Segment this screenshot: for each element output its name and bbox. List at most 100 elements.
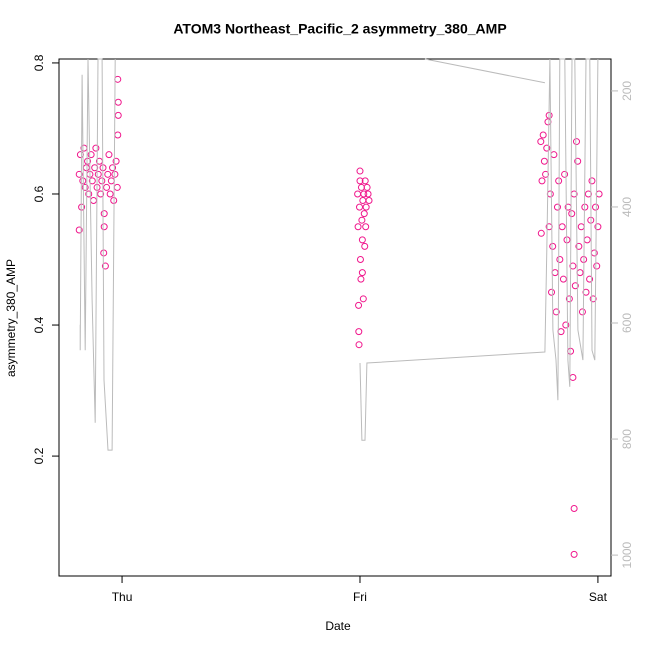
point [357, 183, 365, 191]
x-tick-label: Thu [112, 590, 133, 604]
point [549, 242, 557, 250]
point [356, 167, 364, 175]
point [103, 183, 111, 191]
point [97, 190, 105, 198]
point [356, 203, 364, 211]
point [543, 144, 551, 152]
y2-tick-label: 600 [620, 313, 634, 333]
point [114, 98, 122, 106]
point [538, 177, 546, 185]
point [361, 242, 369, 250]
point [539, 131, 547, 139]
point [362, 223, 370, 231]
point [359, 295, 367, 303]
point [558, 223, 566, 231]
point [106, 190, 114, 198]
x-tick-label: Sat [589, 590, 608, 604]
point [363, 183, 371, 191]
point [111, 170, 119, 178]
point [570, 550, 578, 558]
point [358, 236, 366, 244]
point [100, 210, 108, 218]
point [568, 210, 576, 218]
y2-tick-label: 400 [620, 197, 634, 217]
point [75, 170, 83, 178]
point [576, 269, 584, 277]
point [362, 203, 370, 211]
point [540, 157, 548, 165]
point [537, 138, 545, 146]
y-tick-label: 0.4 [32, 316, 46, 333]
point [355, 301, 363, 309]
point [578, 308, 586, 316]
point [562, 321, 570, 329]
x-tick-label: Fri [353, 590, 367, 604]
point [107, 177, 115, 185]
point [101, 262, 109, 270]
point [573, 138, 580, 146]
point [359, 197, 367, 205]
point [594, 223, 602, 231]
point [91, 164, 99, 172]
y2-tick-label: 200 [620, 81, 634, 101]
point [355, 328, 363, 336]
point [556, 256, 564, 264]
point [588, 177, 596, 185]
point [112, 157, 120, 165]
point [114, 111, 122, 119]
y-tick-label: 0.8 [32, 54, 46, 71]
point [90, 197, 97, 205]
point [75, 226, 83, 234]
point [82, 164, 90, 172]
point [569, 373, 577, 381]
point [85, 190, 93, 198]
point [98, 177, 106, 185]
x-axis-label: Date [325, 619, 351, 633]
point [575, 242, 583, 250]
chart-title: ATOM3 Northeast_Pacific_2 asymmetry_380_… [173, 21, 506, 37]
point [593, 262, 601, 270]
y2-tick-label: 800 [620, 429, 634, 449]
point [81, 183, 89, 191]
point [365, 197, 373, 205]
point [355, 341, 363, 349]
point [550, 151, 558, 159]
point [354, 190, 362, 198]
point [361, 177, 369, 185]
plot-box [58, 58, 612, 577]
point [571, 282, 579, 290]
point [544, 118, 552, 126]
y-tick-label: 0.6 [32, 185, 46, 202]
point [92, 144, 100, 152]
point [537, 229, 545, 237]
point [360, 190, 368, 198]
point [559, 275, 567, 283]
point [570, 505, 578, 513]
point [584, 190, 592, 198]
point [94, 170, 102, 178]
point [552, 308, 560, 316]
depth-line [79, 58, 599, 451]
point [590, 249, 598, 257]
point [358, 269, 366, 277]
y-axis-label: asymmetry_380_AMP [4, 259, 18, 377]
point [87, 151, 95, 159]
point [357, 275, 365, 283]
point [583, 236, 591, 244]
point [109, 164, 117, 172]
point [589, 295, 597, 303]
point [569, 262, 577, 270]
point [557, 328, 565, 336]
point [88, 177, 96, 185]
point [113, 183, 121, 191]
point [356, 256, 364, 264]
point [586, 275, 594, 283]
point [356, 177, 364, 185]
point [542, 170, 550, 178]
point [582, 288, 590, 296]
y-tick-label: 0.2 [32, 447, 46, 464]
point [114, 131, 122, 139]
point [104, 170, 112, 178]
point [561, 170, 569, 178]
